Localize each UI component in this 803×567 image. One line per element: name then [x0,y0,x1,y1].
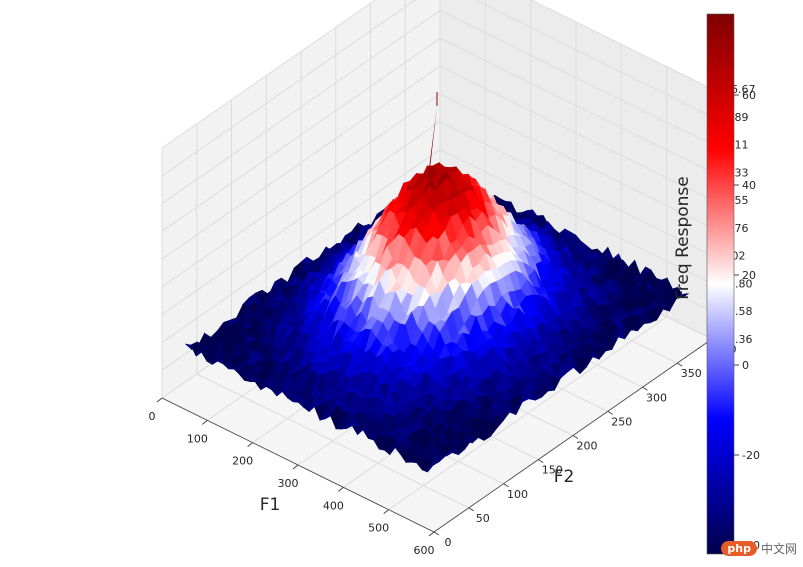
grid-line-z [161,0,417,177]
x-tick-label: 0 [149,410,156,423]
grid-line-z [473,0,713,118]
y-tick-mark [642,386,648,391]
x-tick-mark [428,531,435,537]
watermark: php 中文网 [721,540,797,557]
grid-line-z [439,65,713,201]
grid-line-z [161,65,441,260]
grid-line-z [530,0,713,90]
grid-line-y [196,373,469,509]
x-tick-mark [156,397,163,403]
y-tick-label: 150 [542,464,563,477]
y-tick-mark [503,483,509,488]
surface-cell [427,460,441,473]
x-tick-mark [338,486,344,492]
x-tick-mark [383,509,389,515]
x-tick-label: 200 [232,455,253,468]
x-tick-mark [247,442,253,448]
colorbar-tick-label: 0 [742,359,749,372]
x-tick-mark [202,419,208,425]
x-tick-mark [292,464,299,470]
x-tick-label: 600 [414,544,435,557]
y-tick-mark [468,507,475,512]
x-tick-label: 400 [323,499,344,512]
grid-line-z [161,93,441,288]
grid-line-z [439,148,713,284]
y-tick-mark [433,531,440,536]
y-tick-label: 300 [646,391,667,404]
y-tick-mark [676,362,683,367]
grid-line-z [439,37,713,173]
grid-line-z [439,10,713,146]
x-ticks: 0 100 200 300 400 500 600 [149,397,435,557]
x-tick-label: 500 [368,522,389,535]
colorbar [706,13,735,555]
watermark-text: 中文网 [760,542,797,556]
watermark-badge: php [721,541,757,556]
grid-line-z [439,121,713,257]
colorbar-tick-label: -20 [742,449,760,462]
y-tick-mark [537,459,544,464]
grid-line-z [161,0,377,149]
y-tick-label: 50 [476,512,490,525]
colorbar-gradient [706,13,735,555]
grid-line-z [161,149,441,343]
colorbar-tick-label: 20 [742,269,756,282]
x-axis-label: F1 [260,495,281,515]
grid-line-z [161,37,441,232]
surface-mesh [185,161,689,473]
colorbar-tick-label: 60 [742,89,756,102]
y-tick-label: 0 [445,536,452,549]
y-axis-label: F2 [554,467,575,487]
y-tick-label: 350 [681,367,702,380]
y-tick-label: 250 [611,415,632,428]
x-tick-label: 300 [278,477,299,490]
grid-line-z [439,93,713,229]
z-axis-label: Freq Response [673,176,693,299]
grid-line-z [161,10,441,204]
y-tick-mark [607,410,614,415]
colorbar-tick-label: 40 [742,179,756,192]
surface-peak [428,92,438,180]
x-tick-label: 100 [187,432,208,445]
y-tick-mark [572,435,579,439]
grid-line-z [161,121,441,316]
y-tick-label: 100 [507,488,528,501]
peak-spike [428,106,437,180]
y-tick-label: 200 [577,440,598,453]
